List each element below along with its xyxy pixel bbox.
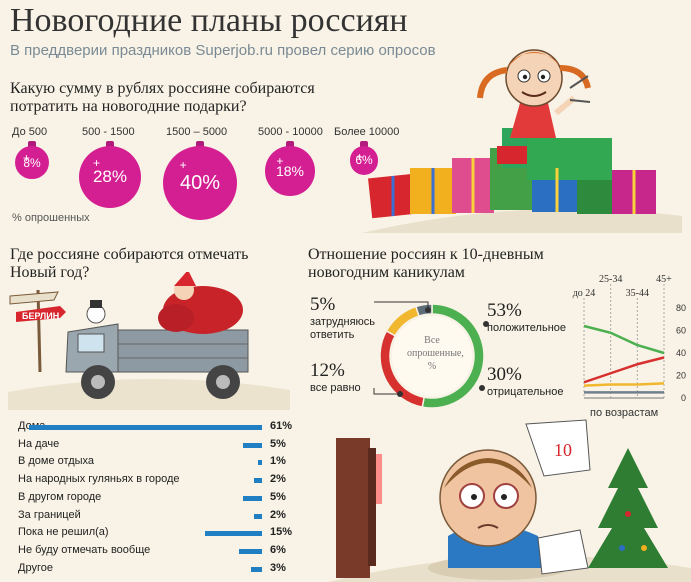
y-tick-label: 80 xyxy=(676,303,686,313)
spend-bubble: 28% xyxy=(79,146,141,208)
where-bar xyxy=(250,566,262,572)
y-tick-label: 40 xyxy=(676,348,686,358)
sparkle-icon: + xyxy=(92,155,100,170)
spend-category-label: 5000 - 10000 xyxy=(258,126,323,138)
sparkle-icon: + xyxy=(22,150,30,165)
where-row-label: На народных гуляньях в городе xyxy=(18,473,180,486)
where-row-label: Не буду отмечать вообще xyxy=(18,543,151,556)
where-bar xyxy=(239,548,262,554)
spend-category-label: До 500 xyxy=(12,126,48,138)
spend-category-label: 1500 – 5000 xyxy=(166,126,228,138)
age-series-line xyxy=(583,382,665,387)
age-series-line xyxy=(583,324,665,355)
page-subtitle: В преддверии праздников Superjob.ru пров… xyxy=(10,42,436,59)
spend-category-label: 500 - 1500 xyxy=(82,126,135,138)
where-row-value: 5% xyxy=(270,437,286,450)
sparkle-icon: + xyxy=(276,153,284,168)
donut-hole xyxy=(392,316,472,396)
attitude-question: Отношение россиян к 10-дневным новогодни… xyxy=(308,246,544,281)
sparkle-icon: + xyxy=(356,150,364,164)
boy-tv-illustration: 10 xyxy=(328,419,691,582)
ornament-cap xyxy=(360,141,368,147)
where-bar xyxy=(204,531,262,537)
age-tick-label: 25-34 xyxy=(599,274,622,285)
where-row-value: 2% xyxy=(270,508,286,521)
attitude-category: все равно xyxy=(310,382,361,394)
berlin-sign-text: БЕРЛИН xyxy=(22,311,59,321)
where-row-value: 6% xyxy=(270,543,286,556)
where-row-label: На даче xyxy=(18,437,60,450)
where-row-label: Пока не решил(а) xyxy=(18,526,109,539)
attitude-value: 53% xyxy=(487,300,522,321)
ornament-cap xyxy=(286,141,294,147)
truck-illustration: БЕРЛИН xyxy=(8,272,290,410)
age-tick-label: до 24 xyxy=(573,288,596,299)
where-row-label: В другом городе xyxy=(18,490,102,503)
spend-bubble: 40% xyxy=(163,146,237,220)
where-bar xyxy=(254,513,262,519)
sparkle-icon: + xyxy=(179,157,187,172)
spend-question: Какую сумму в рублях россияне собираются… xyxy=(10,80,315,115)
attitude-value: 5% xyxy=(310,294,336,315)
where-bar xyxy=(242,495,262,501)
where-row-value: 2% xyxy=(270,473,286,486)
attitude-value: 12% xyxy=(310,360,345,381)
where-row-value: 1% xyxy=(270,455,286,468)
page-title: Новогодние планы россиян xyxy=(10,2,408,39)
where-bar xyxy=(254,478,262,484)
where-bar xyxy=(29,425,262,430)
spend-category-label: Более 10000 xyxy=(334,126,400,138)
age-series-line xyxy=(583,356,665,384)
attitude-value: 30% xyxy=(487,364,522,385)
where-bar xyxy=(258,460,262,466)
where-row-label: Другое xyxy=(18,561,53,574)
age-tick-label: 45+ xyxy=(656,274,672,285)
y-tick-label: 60 xyxy=(676,326,686,336)
where-bar xyxy=(242,442,262,448)
where-row-value: 5% xyxy=(270,490,286,503)
leader-lines xyxy=(373,301,489,397)
ornament-cap xyxy=(196,141,204,147)
spend-bubble: 18% xyxy=(265,146,315,196)
attitude-category: положительное xyxy=(487,322,566,334)
y-tick-label: 0 xyxy=(681,393,686,403)
attitude-category: затрудняюсь ответить xyxy=(310,316,376,341)
attitude-donut-chart xyxy=(379,303,485,409)
ornament-cap xyxy=(106,141,114,147)
age-axis-label: по возрастам xyxy=(590,407,659,419)
attitude-category: отрицательное xyxy=(487,386,564,398)
where-question: Где россияне собираются отмечать Новый г… xyxy=(10,246,249,281)
donut-center-label: Все опрошенные, % xyxy=(407,335,464,372)
spend-bubble: 8% xyxy=(15,146,49,180)
where-row-label: В доме отдыха xyxy=(18,455,95,468)
where-row-label: За границей xyxy=(18,508,81,521)
y-tick-label: 20 xyxy=(676,371,686,381)
where-row-value: 3% xyxy=(270,561,286,574)
girl-with-gifts-illustration xyxy=(362,49,682,233)
spend-bubble: 6% xyxy=(349,146,379,175)
calendar-day-text: 10 xyxy=(554,440,572,460)
age-tick-label: 35-44 xyxy=(626,288,649,299)
spend-note: % опрошенных xyxy=(12,212,90,224)
ornament-cap xyxy=(28,141,36,147)
where-row-value: 61% xyxy=(270,420,293,432)
where-row-value: 15% xyxy=(270,526,293,539)
